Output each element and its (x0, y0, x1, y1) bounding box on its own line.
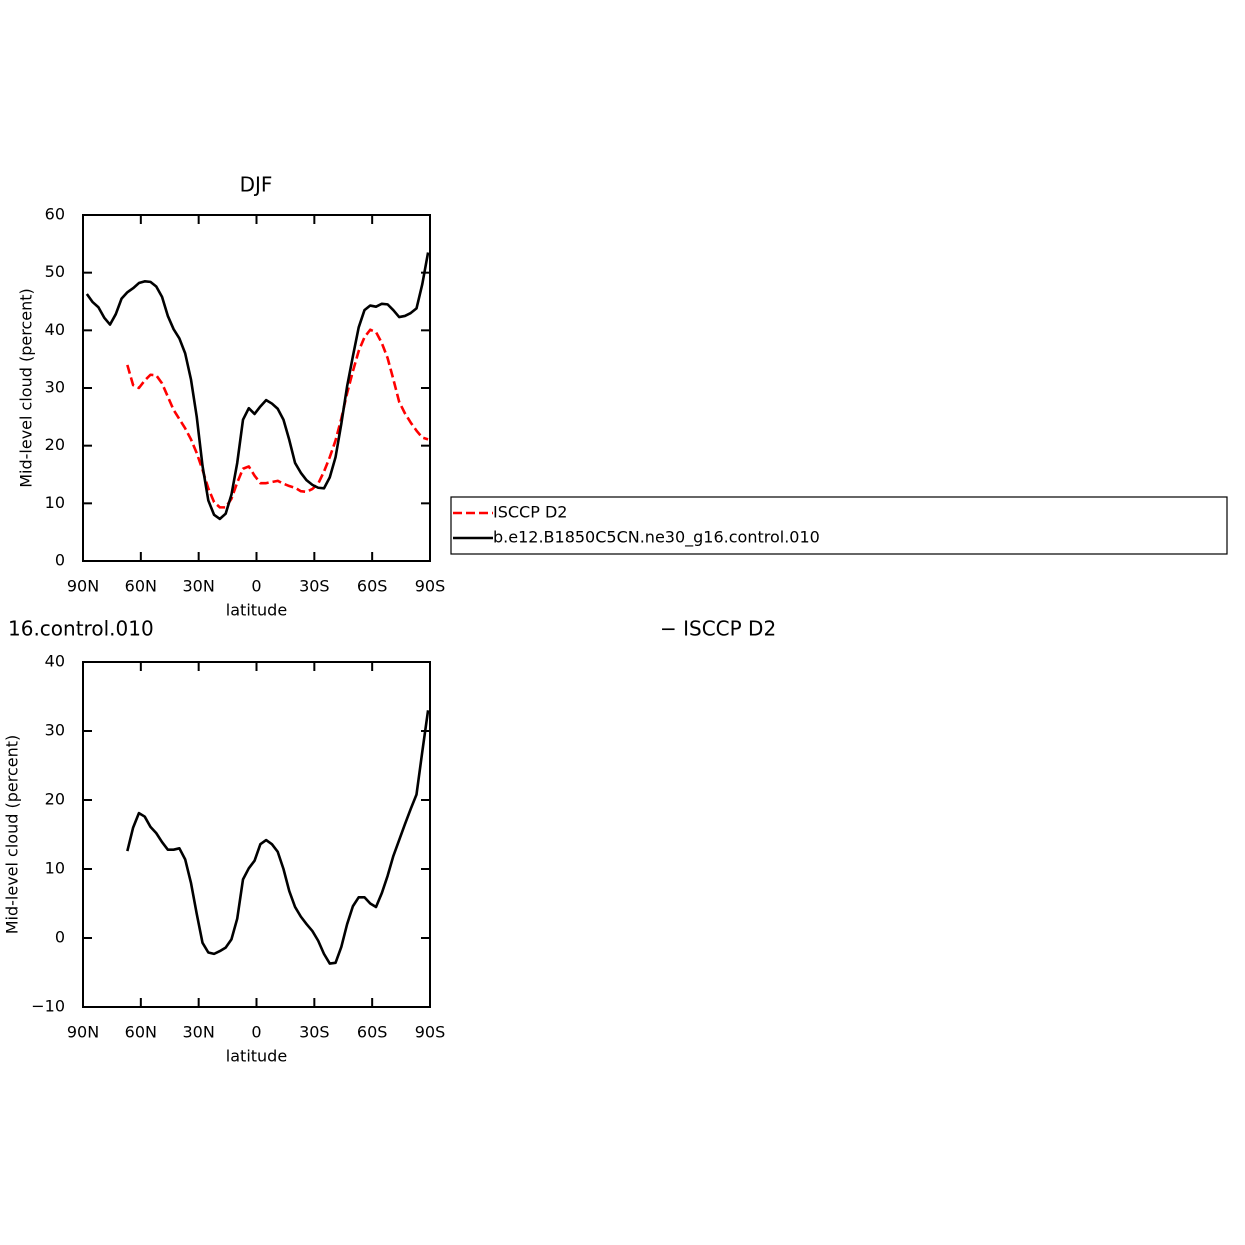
x-tick-label: 60N (125, 1023, 157, 1042)
data-line (126, 710, 430, 965)
y-tick-label: 60 (45, 205, 65, 224)
y-axis-label: Mid-level cloud (percent) (3, 735, 22, 935)
plot-frame (82, 214, 431, 562)
y-tick-label: 10 (45, 859, 65, 878)
y-tick-label: 0 (55, 551, 65, 570)
y-axis-label: Mid-level cloud (percent) (17, 288, 36, 488)
x-tick-label: 60N (125, 577, 157, 596)
x-tick-label: 0 (251, 1023, 261, 1042)
data-line (126, 328, 429, 509)
y-tick-label: 30 (45, 378, 65, 397)
x-tick-label: 30N (183, 577, 215, 596)
y-tick-label: 40 (45, 320, 65, 339)
plot-frame (82, 661, 431, 1008)
x-tick-label: 30N (183, 1023, 215, 1042)
x-tick-label: 0 (251, 577, 261, 596)
x-tick-label: 60S (357, 1023, 388, 1042)
data-line (85, 252, 430, 521)
x-tick-label: 90S (415, 1023, 446, 1042)
y-tick-label: 10 (45, 493, 65, 512)
x-tick-label: 90N (67, 1023, 99, 1042)
x-tick-label: 90S (415, 577, 446, 596)
x-tick-label: 30S (299, 577, 330, 596)
y-tick-label: 40 (45, 652, 65, 671)
legend-box (450, 496, 1228, 555)
y-tick-label: 50 (45, 262, 65, 281)
y-tick-label: −10 (31, 997, 65, 1016)
chart-title: DJF (240, 173, 273, 197)
y-tick-label: 20 (45, 790, 65, 809)
x-axis-label: latitude (226, 1047, 287, 1066)
chart-title: 16.control.010 (8, 617, 154, 641)
x-axis-label: latitude (226, 601, 287, 620)
x-tick-label: 90N (67, 577, 99, 596)
legend-label: ISCCP D2 (493, 503, 567, 522)
y-tick-label: 0 (55, 928, 65, 947)
chart-title: − ISCCP D2 (660, 617, 776, 641)
x-tick-label: 60S (357, 577, 388, 596)
y-tick-label: 30 (45, 721, 65, 740)
legend-label: b.e12.B1850C5CN.ne30_g16.control.010 (493, 528, 820, 548)
y-tick-label: 20 (45, 435, 65, 454)
x-tick-label: 30S (299, 1023, 330, 1042)
